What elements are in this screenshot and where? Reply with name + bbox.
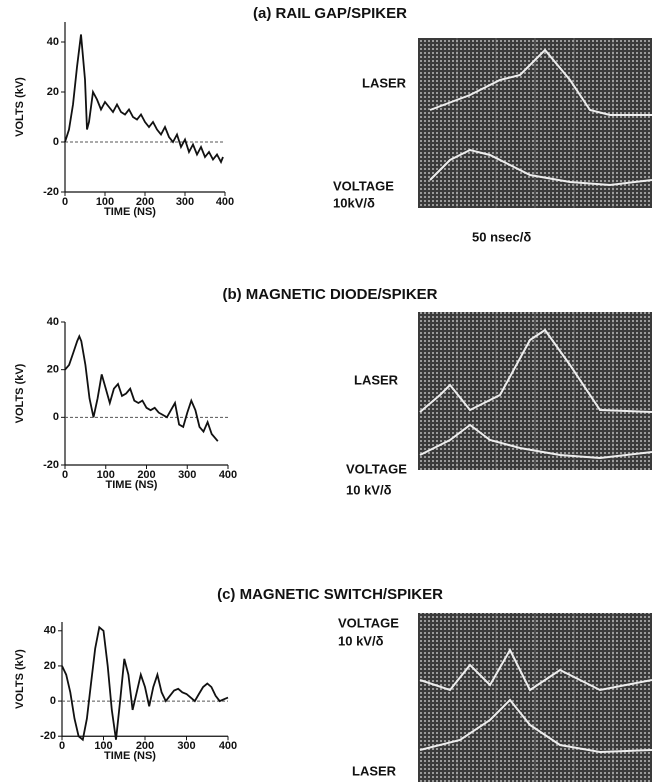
y-axis-label: VOLTS (kV) — [14, 77, 26, 137]
y-tick-label: 20 — [44, 660, 56, 672]
data-line — [64, 334, 219, 442]
y-tick-label: 0 — [53, 411, 59, 423]
annotation: LASER — [362, 75, 407, 90]
scope-signal — [419, 647, 652, 692]
scope-signal — [419, 423, 652, 460]
x-tick-label: 400 — [219, 469, 237, 481]
panel-title: (b) MAGNETIC DIODE/SPIKER — [222, 286, 437, 303]
y-axis-label: VOLTS (kV) — [14, 363, 26, 423]
x-axis-label: TIME (NS) — [104, 206, 156, 218]
x-tick-label: 300 — [178, 469, 196, 481]
x-axis-label: TIME (NS) — [104, 750, 156, 762]
x-tick-label: 0 — [59, 740, 65, 752]
scope-signal — [419, 698, 652, 754]
data-line — [61, 625, 229, 742]
panel-title: (c) MAGNETIC SWITCH/SPIKER — [217, 586, 443, 603]
y-tick-label: 20 — [47, 86, 59, 98]
y-tick-label: -20 — [43, 459, 59, 471]
annotation: LASER — [354, 372, 399, 387]
data-line — [64, 34, 224, 165]
x-tick-label: 200 — [136, 196, 154, 208]
annotation: 10 kV/δ — [338, 633, 384, 648]
annotation: VOLTAGE — [338, 615, 399, 630]
x-tick-label: 100 — [96, 196, 114, 208]
panel-title: (a) RAIL GAP/SPIKER — [253, 5, 407, 22]
x-tick-label: 400 — [216, 196, 234, 208]
x-tick-label: 300 — [177, 740, 195, 752]
y-tick-label: -20 — [40, 730, 56, 742]
annotation: 10 kV/δ — [346, 482, 392, 497]
x-tick-label: 200 — [136, 740, 154, 752]
y-tick-label: -20 — [43, 186, 59, 198]
annotation: LASER — [352, 763, 397, 778]
x-tick-label: 400 — [219, 740, 237, 752]
annotation: 10kV/δ — [333, 195, 375, 210]
y-tick-label: 40 — [44, 625, 56, 637]
y-axis-label: VOLTS (kV) — [14, 649, 26, 709]
y-tick-label: 0 — [53, 136, 59, 148]
x-tick-label: 100 — [94, 740, 112, 752]
scope-signal — [429, 148, 652, 187]
x-tick-label: 0 — [62, 196, 68, 208]
y-tick-label: 0 — [50, 695, 56, 707]
y-tick-label: 40 — [47, 36, 59, 48]
x-tick-label: 0 — [62, 469, 68, 481]
annotation: 50 nsec/δ — [472, 229, 531, 244]
annotation: VOLTAGE — [333, 178, 394, 193]
x-axis-label: TIME (NS) — [106, 479, 158, 491]
x-tick-label: 300 — [176, 196, 194, 208]
x-tick-label: 200 — [137, 469, 155, 481]
scope-signal — [429, 48, 652, 116]
x-tick-label: 100 — [97, 469, 115, 481]
scope-signal — [419, 328, 652, 413]
y-tick-label: 40 — [47, 316, 59, 328]
y-tick-label: 20 — [47, 364, 59, 376]
annotation: VOLTAGE — [346, 461, 407, 476]
